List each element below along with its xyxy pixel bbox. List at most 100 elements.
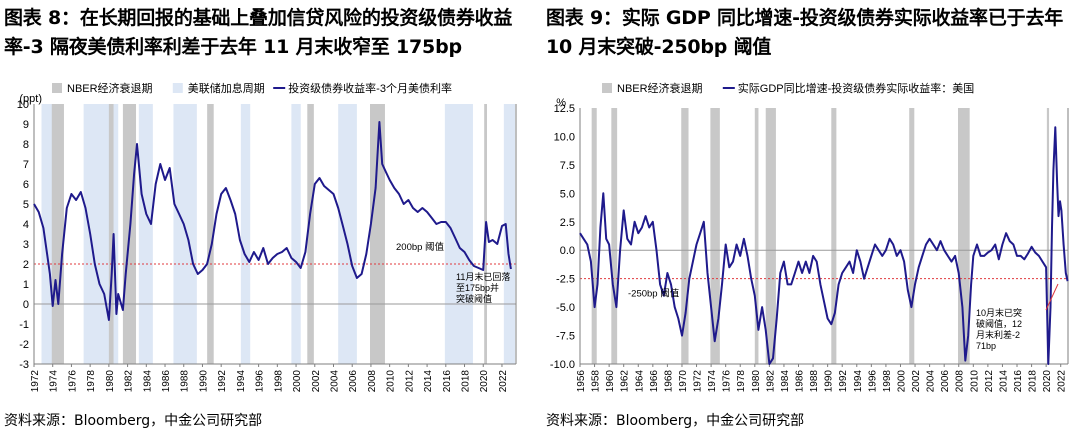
fed-hike-band <box>173 104 197 364</box>
legend-swatch <box>602 83 612 93</box>
x-tick-label: 1974 <box>707 370 718 393</box>
annotation-text: 10月末已突 <box>976 307 1022 318</box>
y-tick-label: 5 <box>23 199 29 211</box>
nber-recession-band <box>369 104 385 364</box>
x-tick-label: 1984 <box>780 370 791 393</box>
x-tick-label: 1980 <box>751 370 762 393</box>
x-tick-label: 1988 <box>809 370 820 393</box>
x-tick-label: 1962 <box>620 370 631 393</box>
x-tick-label: 2006 <box>348 370 359 393</box>
nber-recession-band <box>831 108 837 364</box>
y-tick-label: 5.0 <box>560 188 575 200</box>
x-tick-label: 1978 <box>736 370 747 393</box>
y-tick-label: 2 <box>23 259 29 271</box>
nber-recession-band <box>307 104 314 364</box>
x-tick-label: 1956 <box>576 370 587 393</box>
x-tick-label: 2018 <box>461 370 472 393</box>
y-tick-label: 0.0 <box>560 245 575 257</box>
x-tick-label: 1972 <box>30 370 41 393</box>
y-tick-label: 3 <box>23 239 29 251</box>
nber-recession-band <box>108 104 114 364</box>
y-tick-label: 12.5 <box>554 103 575 115</box>
x-tick-label: 2018 <box>1028 370 1039 393</box>
x-tick-label: 1958 <box>591 370 602 393</box>
legend-label: 投资级债券收益率-3个月美债利率 <box>288 81 452 95</box>
x-tick-label: 1972 <box>693 370 704 393</box>
x-tick-label: 1988 <box>180 370 191 393</box>
fed-hike-band <box>240 104 251 364</box>
y-tick-label: 1 <box>23 279 29 291</box>
annotation-text: 月末利差-2 <box>976 329 1020 340</box>
x-tick-label: 2020 <box>479 370 490 393</box>
nber-recession-band <box>591 108 597 364</box>
x-tick-label: 1984 <box>142 370 153 393</box>
annotation-text: 至175bp并 <box>456 282 499 293</box>
fed-hike-band <box>444 104 473 364</box>
fed-hike-band <box>503 104 516 364</box>
threshold-label: 200bp 阈值 <box>396 241 445 253</box>
legend-swatch <box>172 83 183 93</box>
y-tick-label: 0 <box>23 299 29 311</box>
x-tick-label: 2010 <box>386 370 397 393</box>
y-tick-label: 7.5 <box>560 160 575 172</box>
x-tick-label: 1968 <box>663 370 674 393</box>
x-tick-label: 1992 <box>838 370 849 393</box>
y-tick-label: 8 <box>23 139 29 151</box>
x-tick-label: 1974 <box>49 370 60 393</box>
nber-recession-band <box>51 104 64 364</box>
legend-label: 美联储加息周期 <box>188 81 265 95</box>
annotation-text: 11月末已回落 <box>456 271 510 282</box>
x-tick-label: 2016 <box>1013 370 1024 393</box>
y-tick-label: 4 <box>23 219 29 231</box>
y-tick-label: 10.0 <box>554 131 575 143</box>
series-line <box>33 121 512 321</box>
x-tick-label: 1978 <box>86 370 97 393</box>
nber-recession-band <box>681 108 689 364</box>
nber-recession-band <box>1046 108 1050 364</box>
series-line <box>579 126 1069 365</box>
chart-title: 图表 8：在长期回报的基础上叠加信贷风险的投资级债券收益率-3 隔夜美债利率利差… <box>4 7 513 58</box>
nber-recession-band <box>611 108 618 364</box>
x-tick-label: 2004 <box>926 370 937 393</box>
legend-label: NBER经济衰退期 <box>67 81 153 95</box>
x-tick-label: 1982 <box>124 370 135 393</box>
y-tick-label: 2.5 <box>560 217 575 229</box>
nber-recession-band <box>765 108 776 364</box>
left-chart-panel: 图表 8：在长期回报的基础上叠加信贷风险的投资级债券收益率-3 隔夜美债利率利差… <box>4 0 534 437</box>
x-tick-label: 2000 <box>292 370 303 393</box>
x-tick-label: 1994 <box>853 370 864 393</box>
x-tick-label: 1990 <box>824 370 835 393</box>
nber-recession-band <box>754 108 759 364</box>
x-tick-label: 2016 <box>442 370 453 393</box>
right-line-chart: -10.0 -7.5 -5.0 -2.5 0.0 2.5 5.0 7.5 10.0 12.5 195… <box>550 81 1069 393</box>
y-tick-label: 6 <box>23 179 29 191</box>
x-tick-label: 1996 <box>867 370 878 393</box>
annotation-arrow <box>1045 283 1059 311</box>
fed-hike-band <box>291 104 301 364</box>
x-tick-label: 2000 <box>896 370 907 393</box>
x-tick-label: 2008 <box>367 370 378 393</box>
x-tick-label: 1998 <box>273 370 284 393</box>
x-tick-label: 2004 <box>329 370 340 393</box>
x-tick-label: 2002 <box>311 370 322 393</box>
y-tick-label: -10.0 <box>550 359 575 371</box>
y-tick-label: -5.0 <box>556 302 575 314</box>
x-tick-label: 2006 <box>940 370 951 393</box>
x-tick-label: 2012 <box>984 370 995 393</box>
y-tick-label: 9 <box>23 119 29 131</box>
x-tick-label: 1986 <box>161 370 172 393</box>
source-note: 资料来源：Bloomberg，中金公司研究部 <box>546 413 805 429</box>
x-tick-label: 1970 <box>678 370 689 393</box>
fed-hike-band <box>338 104 357 364</box>
chart-title: 图表 9：实际 GDP 同比增速-投资级债券实际收益率已于去年 10 月末突破-… <box>546 7 1064 58</box>
nber-recession-band <box>710 108 720 364</box>
unit-label: (ppt) <box>19 93 42 105</box>
fed-hike-band <box>138 104 153 364</box>
x-tick-label: 1982 <box>765 370 776 393</box>
legend-label: NBER经济衰退期 <box>617 81 703 95</box>
legend-swatch <box>52 83 62 93</box>
y-tick-label: -2.5 <box>556 274 575 286</box>
y-tick-label: -1 <box>19 319 29 331</box>
x-tick-label: 1998 <box>882 370 893 393</box>
x-tick-label: 2010 <box>969 370 980 393</box>
